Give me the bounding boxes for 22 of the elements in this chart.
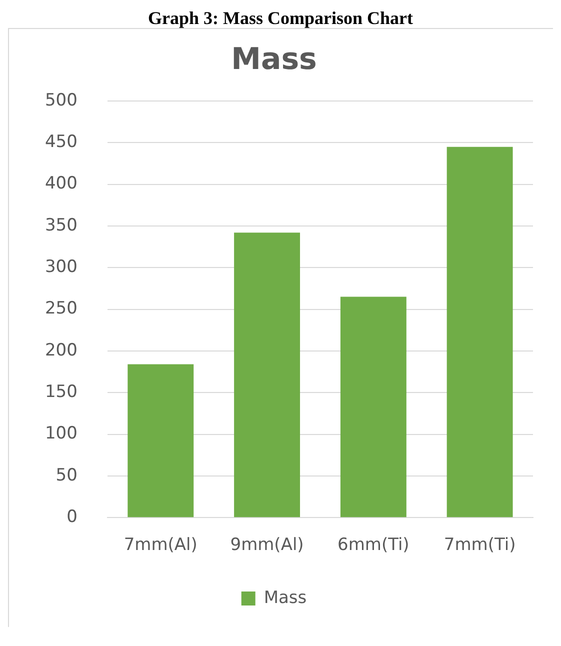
y-tick-label: 100 xyxy=(44,424,78,444)
x-tick-label: 7mm(Ti) xyxy=(444,535,516,556)
x-tick-label: 6mm(Ti) xyxy=(338,535,410,556)
bar xyxy=(340,296,406,518)
y-tick-label: 350 xyxy=(44,215,78,236)
bar xyxy=(128,364,194,518)
x-tick-label: 7mm(Al) xyxy=(124,535,198,556)
legend-label: Mass xyxy=(264,588,307,608)
caption: Graph 3: Mass Comparison Chart xyxy=(146,8,414,28)
y-tick-label: 0 xyxy=(66,507,78,528)
chart-title: Mass xyxy=(231,42,317,77)
y-tick-label: 200 xyxy=(44,340,78,360)
y-tick-label: 150 xyxy=(44,382,78,402)
y-tick-label: 400 xyxy=(44,174,78,194)
bar xyxy=(234,232,300,518)
y-tick-label: 500 xyxy=(44,90,78,110)
y-tick-label: 450 xyxy=(44,132,78,152)
y-tick-label: 50 xyxy=(56,465,78,486)
y-tick-label: 250 xyxy=(44,298,78,319)
y-tick-label: 300 xyxy=(44,257,78,278)
x-tick-label: 9mm(Al) xyxy=(230,535,304,556)
bar xyxy=(446,146,513,518)
